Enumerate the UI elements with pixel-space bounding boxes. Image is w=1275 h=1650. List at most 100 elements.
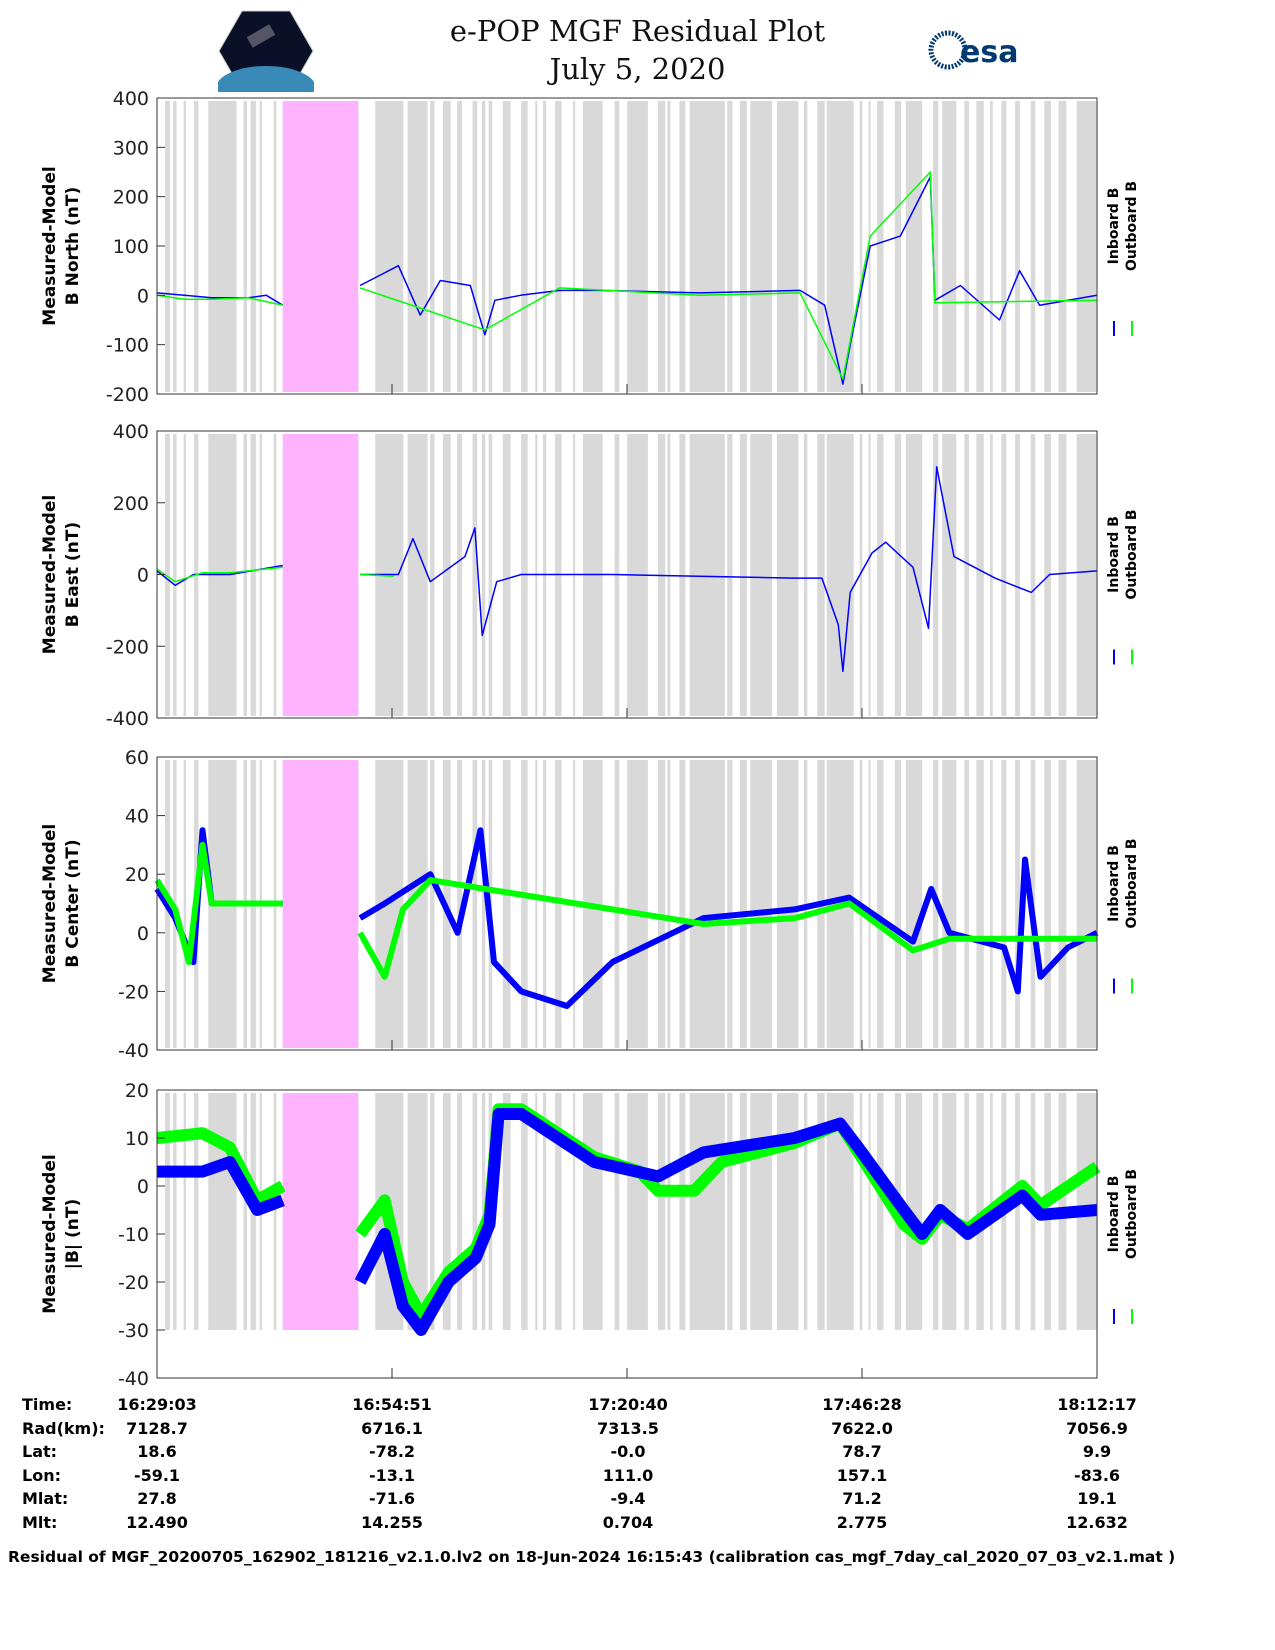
flag-band [877,760,884,1048]
flag-band [273,1093,277,1330]
flag-band [472,760,478,1048]
y-tick-label: 400 [113,88,149,110]
flag-band [679,434,686,716]
flag-band [877,101,884,392]
flag-band [250,434,256,716]
flag-band [430,101,435,392]
y-tick-label: 200 [113,493,149,515]
flag-band [443,101,451,392]
flag-band [803,101,808,392]
flag-band [173,1093,177,1330]
flag-band [542,760,547,1048]
row-label: Lon: [22,1465,61,1485]
y-tick-label: 0 [137,923,149,945]
flag-band [976,1093,984,1330]
flag-band [472,1093,478,1330]
flag-band [1044,101,1051,392]
y-tick-label: -20 [118,1272,149,1294]
flag-band [502,1093,511,1330]
flag-band [990,760,993,1048]
row-label: Time: [22,1395,73,1414]
flag-band [481,760,486,1048]
flag-band [430,760,435,1048]
flag-band [614,1093,620,1330]
flag-band [488,434,493,716]
y-tick-label: 0 [137,565,149,587]
table-cell: 27.8 [137,1489,177,1508]
flag-band [1015,101,1020,392]
flag-band [894,434,902,716]
series-inboard-b [359,176,1098,385]
table-cell: 19.1 [1077,1489,1117,1508]
flag-band [750,101,773,392]
footer-caption: Residual of MGF_20200705_162902_181216_v… [8,1548,1176,1566]
flag-band [894,760,902,1048]
legend-label: Inboard B [1106,845,1122,922]
table-cell: 157.1 [836,1465,888,1485]
table-cell: -13.1 [368,1465,416,1485]
legend-label: Inboard B [1106,1176,1122,1253]
flag-band [535,760,538,1048]
legend-label: Inboard B [1106,188,1122,265]
flag-band [859,101,863,392]
flag-band [1001,760,1007,1048]
flag-band [259,434,262,716]
series-outboard-b [156,566,283,583]
flag-band [627,1093,648,1330]
series-outboard-b [359,171,1098,380]
flag-band [964,434,969,716]
flag-band [573,101,576,392]
flag-band [193,1093,199,1330]
y-tick-label: 60 [125,747,149,769]
flag-band [481,1093,486,1330]
flag-band [273,101,277,392]
flag-band [1044,760,1051,1048]
cassiope-logo [218,10,314,92]
flag-band [208,101,237,392]
flag-band [407,101,428,392]
y-tick-label: -100 [106,335,149,357]
flag-band [667,1093,671,1330]
flag-band [535,1093,538,1330]
flag-band [1030,434,1036,716]
table-cell: 17:46:28 [822,1395,902,1414]
table-cell: 17:20:40 [588,1395,668,1414]
flag-band [457,1093,463,1330]
flag-band [1058,760,1067,1048]
flag-band [817,434,825,716]
flag-band [905,101,923,392]
flag-band [165,434,170,716]
table-cell: 18.6 [137,1442,177,1461]
data-gap-region [282,434,359,716]
y-tick-label: -200 [106,384,149,406]
flag-band [905,1093,923,1330]
table-cell: -59.1 [133,1465,181,1485]
y-axis-label: B North (nT) [63,187,83,306]
data-gap-region [282,1093,359,1330]
series-inboard-b [157,1156,285,1216]
legend-label: Outboard B [1124,509,1140,599]
flag-band [457,101,463,392]
flag-band [1015,434,1020,716]
flag-band [443,1093,451,1330]
flag-band [826,434,854,716]
flag-band [521,1093,528,1330]
flag-band [976,434,984,716]
table-cell: 71.2 [842,1489,882,1508]
flag-band [273,434,277,716]
flag-band [1044,434,1051,716]
flag-band [905,434,923,716]
y-axis-label: B Center (nT) [63,839,83,967]
table-cell: -71.6 [368,1489,416,1508]
y-tick-label: 200 [113,187,149,209]
table-cell: -83.6 [1073,1465,1121,1485]
flag-band [803,1093,808,1330]
flag-band [739,434,747,716]
flag-band [776,434,799,716]
flag-band [964,101,969,392]
flag-band [535,101,538,392]
flag-band [750,760,773,1048]
flag-band [976,101,984,392]
flag-band [679,1093,686,1330]
